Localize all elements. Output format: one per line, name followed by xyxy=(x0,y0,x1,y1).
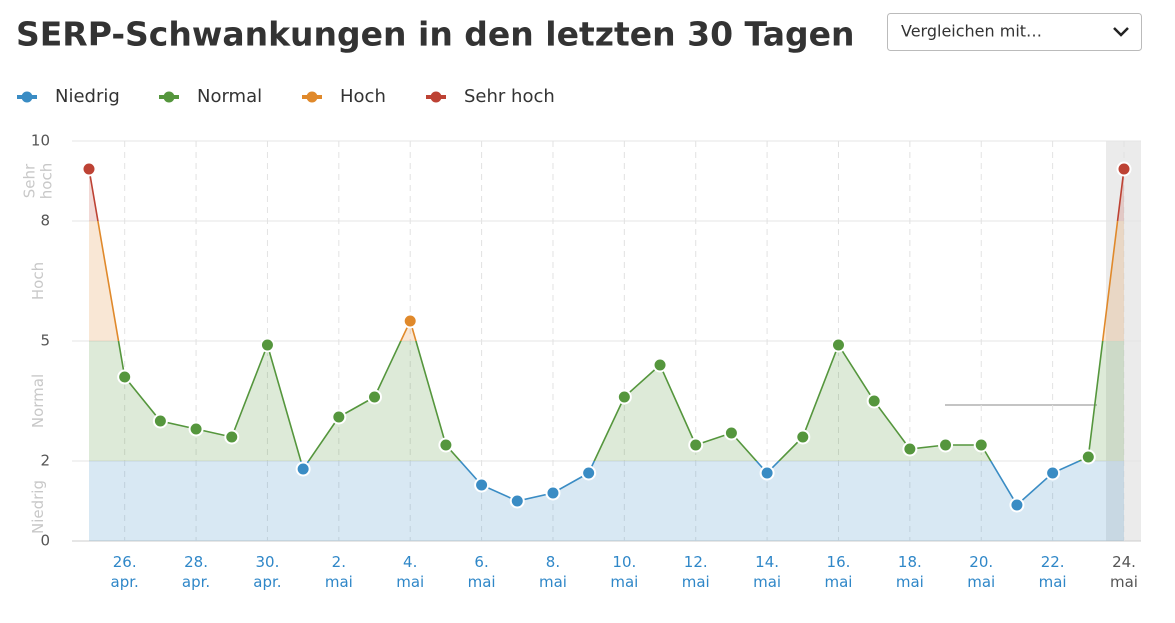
compare-dropdown[interactable]: Vergleichen mit… xyxy=(887,13,1142,51)
data-point xyxy=(830,337,846,353)
legend-marker xyxy=(430,91,442,103)
band-label: Normal xyxy=(29,374,47,428)
data-point xyxy=(188,421,204,437)
data-point xyxy=(938,437,954,453)
data-point xyxy=(259,337,275,353)
x-tick-label: 2. mai xyxy=(325,553,353,591)
legend-label: Normal xyxy=(197,86,262,107)
data-point xyxy=(1009,497,1025,513)
data-point xyxy=(81,161,97,177)
x-tick-label: 12. mai xyxy=(682,553,710,591)
data-point xyxy=(402,313,418,329)
x-tick-label: 30. apr. xyxy=(253,553,281,591)
x-tick-label: 24. mai xyxy=(1110,553,1138,591)
x-tick-label: 28. apr. xyxy=(182,553,210,591)
y-tick-label: 2 xyxy=(40,452,50,470)
band-label: Sehrhoch xyxy=(20,163,55,199)
data-point xyxy=(331,409,347,425)
data-point xyxy=(224,429,240,445)
band-area xyxy=(89,461,1124,541)
data-point xyxy=(295,461,311,477)
band-label: Hoch xyxy=(29,262,47,300)
data-point xyxy=(1080,449,1096,465)
y-tick-label: 0 xyxy=(40,532,50,550)
x-tick-label: 20. mai xyxy=(967,553,995,591)
data-point xyxy=(117,369,133,385)
x-tick-label: 6. mai xyxy=(468,553,496,591)
x-tick-label: 16. mai xyxy=(824,553,852,591)
y-tick-label: 5 xyxy=(40,332,50,350)
data-point xyxy=(616,389,632,405)
data-point xyxy=(1116,161,1132,177)
data-point xyxy=(1045,465,1061,481)
band-area xyxy=(89,221,1124,341)
x-tick-label: 26. apr. xyxy=(111,553,139,591)
data-point xyxy=(581,465,597,481)
data-point xyxy=(474,477,490,493)
data-point xyxy=(973,437,989,453)
legend-label: Hoch xyxy=(340,86,386,107)
data-point xyxy=(688,437,704,453)
x-tick-label: 18. mai xyxy=(896,553,924,591)
data-point xyxy=(438,437,454,453)
data-point xyxy=(866,393,882,409)
x-tick-label: 4. mai xyxy=(396,553,424,591)
legend-label: Sehr hoch xyxy=(464,86,555,107)
data-point xyxy=(723,425,739,441)
data-point xyxy=(367,389,383,405)
y-tick-label: 8 xyxy=(40,212,50,230)
legend-marker xyxy=(163,91,175,103)
data-point xyxy=(902,441,918,457)
y-tick-label: 10 xyxy=(31,132,50,150)
legend-marker xyxy=(21,91,33,103)
dropdown-chevron[interactable] xyxy=(1113,27,1129,37)
x-tick-label: 22. mai xyxy=(1039,553,1067,591)
dropdown-box[interactable] xyxy=(887,13,1142,51)
x-tick-label: 8. mai xyxy=(539,553,567,591)
data-point xyxy=(652,357,668,373)
data-point xyxy=(152,413,168,429)
x-tick-label: 14. mai xyxy=(753,553,781,591)
data-point xyxy=(545,485,561,501)
x-tick-label: 10. mai xyxy=(610,553,638,591)
chart-title: SERP-Schwankungen in den letzten 30 Tage… xyxy=(16,15,855,54)
legend-label: Niedrig xyxy=(55,86,120,107)
band-area xyxy=(89,341,1124,461)
band-label: Niedrig xyxy=(29,480,47,534)
data-point xyxy=(509,493,525,509)
dropdown-label[interactable]: Vergleichen mit… xyxy=(901,22,1042,41)
legend-marker xyxy=(306,91,318,103)
data-point xyxy=(795,429,811,445)
band-area xyxy=(89,169,1124,221)
data-point xyxy=(759,465,775,481)
